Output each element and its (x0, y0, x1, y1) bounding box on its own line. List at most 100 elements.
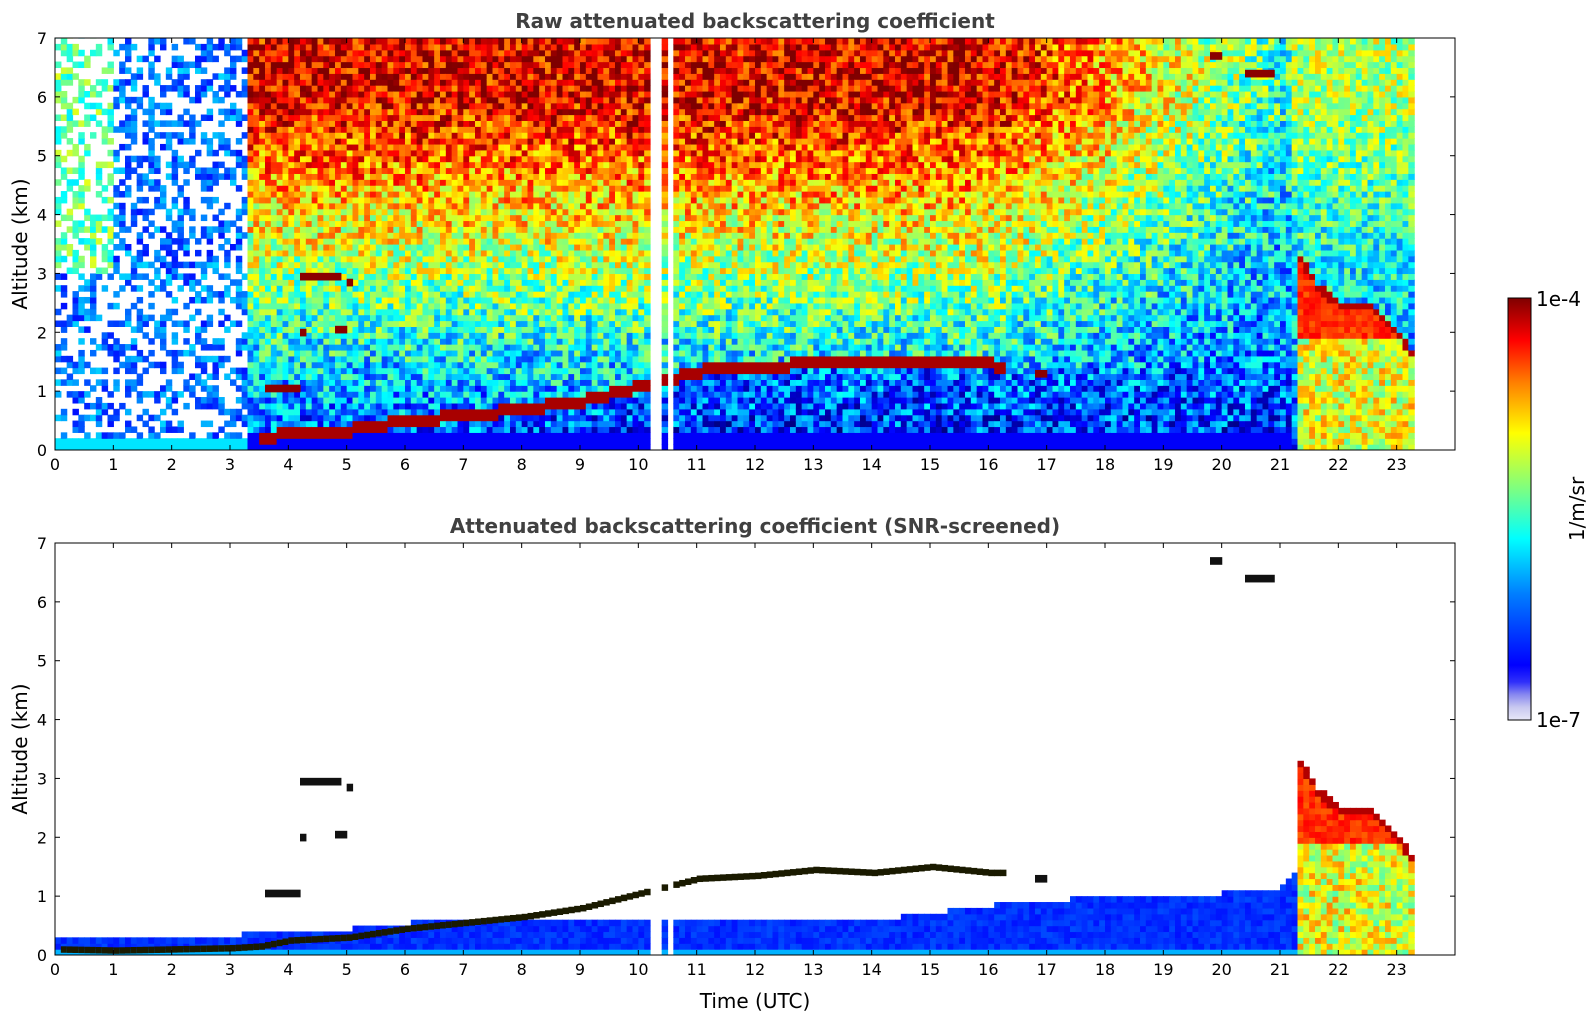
heatmap-cell (288, 85, 295, 92)
heatmap-cell (550, 132, 558, 139)
heatmap-cell (521, 320, 529, 327)
heatmap-cell (329, 167, 336, 174)
heatmap-cell (504, 49, 511, 57)
heatmap-cell (294, 120, 301, 127)
heatmap-cell (253, 208, 260, 216)
heatmap-cell (259, 73, 266, 80)
heatmap-cell (375, 302, 383, 310)
heatmap-cell (550, 379, 558, 386)
heatmap-cell (247, 208, 254, 216)
heatmap-cell (55, 114, 62, 121)
heatmap-cell (428, 402, 435, 410)
heatmap-cell (428, 279, 435, 286)
heatmap-cell (387, 196, 394, 204)
heatmap-cell (323, 344, 330, 351)
heatmap-cell (241, 79, 249, 86)
heatmap-cell (294, 38, 301, 45)
heatmap-cell (527, 344, 534, 351)
heatmap-cell (282, 196, 289, 204)
heatmap-cell (550, 79, 558, 86)
heatmap-cell (399, 220, 406, 227)
heatmap-cell (510, 326, 517, 333)
heatmap-cell (364, 226, 371, 233)
heatmap-cell (533, 261, 540, 269)
heatmap-cell (60, 379, 68, 386)
heatmap-cell (253, 161, 260, 169)
heatmap-cell (510, 226, 517, 233)
heatmap-cell (428, 214, 435, 222)
heatmap-cell (84, 285, 91, 292)
heatmap-cell (329, 397, 336, 404)
heatmap-cell (364, 426, 371, 433)
heatmap-cell (422, 296, 429, 304)
heatmap-cell (305, 79, 313, 86)
heatmap-cell (288, 349, 295, 357)
heatmap-cell (235, 108, 243, 116)
heatmap-cell (393, 55, 400, 63)
heatmap-cell (475, 49, 482, 57)
heatmap-cell (300, 426, 307, 433)
heatmap-cell (125, 226, 132, 233)
heatmap-cell (189, 138, 196, 145)
heatmap-cell (428, 273, 435, 280)
heatmap-cell (515, 349, 523, 357)
heatmap-cell (311, 438, 319, 445)
heatmap-cell (329, 149, 336, 157)
heatmap-cell (434, 138, 441, 145)
heatmap-cell (259, 143, 266, 151)
heatmap-cell (84, 432, 91, 439)
heatmap-cell (492, 85, 499, 92)
heatmap-cell (498, 185, 505, 192)
heatmap-cell (545, 143, 552, 151)
heatmap-cell (335, 385, 342, 392)
heatmap-cell (370, 208, 377, 216)
heatmap-cell (556, 385, 564, 392)
heatmap-cell (276, 349, 284, 357)
heatmap-cell (375, 132, 383, 139)
heatmap-cell (486, 338, 494, 345)
heatmap-cell (480, 114, 488, 121)
heatmap-cell (340, 385, 348, 392)
heatmap-cell (457, 426, 464, 433)
heatmap-cell (247, 314, 254, 322)
heatmap-cell (445, 291, 453, 298)
heatmap-cell (556, 43, 564, 51)
heatmap-cell (270, 314, 278, 322)
heatmap-cell (200, 132, 208, 139)
heatmap-cell (521, 167, 529, 174)
heatmap-cell (282, 49, 289, 57)
heatmap-cell (107, 67, 114, 74)
heatmap-cell (130, 255, 138, 263)
heatmap-cell (177, 185, 184, 192)
heatmap-cell (352, 220, 359, 227)
heatmap-cell (276, 208, 284, 216)
heatmap-cell (346, 438, 354, 445)
heatmap-cell (387, 161, 394, 169)
heatmap-cell (72, 167, 79, 174)
heatmap-cell (84, 444, 91, 450)
heatmap-cell (282, 155, 289, 163)
heatmap-cell (469, 255, 476, 263)
heatmap-cell (288, 43, 295, 51)
heatmap-cell (457, 149, 464, 157)
heatmap-cell (300, 196, 307, 204)
heatmap-cell (218, 138, 225, 145)
heatmap-cell (317, 267, 324, 275)
heatmap-cell (550, 143, 558, 151)
heatmap-cell (515, 126, 523, 133)
heatmap-cell (294, 349, 301, 357)
heatmap-cell (276, 332, 284, 339)
heatmap-cell (346, 132, 354, 139)
heatmap-cell (405, 326, 412, 333)
heatmap-cell (352, 208, 359, 216)
heatmap-cell (475, 114, 482, 121)
heatmap-cell (189, 279, 196, 286)
heatmap-cell (305, 149, 313, 157)
heatmap-cell (364, 196, 371, 204)
heatmap-cell (346, 61, 354, 69)
heatmap-cell (364, 367, 371, 375)
heatmap-cell (364, 108, 371, 116)
heatmap-cell (311, 326, 319, 333)
heatmap-cell (399, 138, 406, 145)
heatmap-cell (375, 90, 383, 98)
